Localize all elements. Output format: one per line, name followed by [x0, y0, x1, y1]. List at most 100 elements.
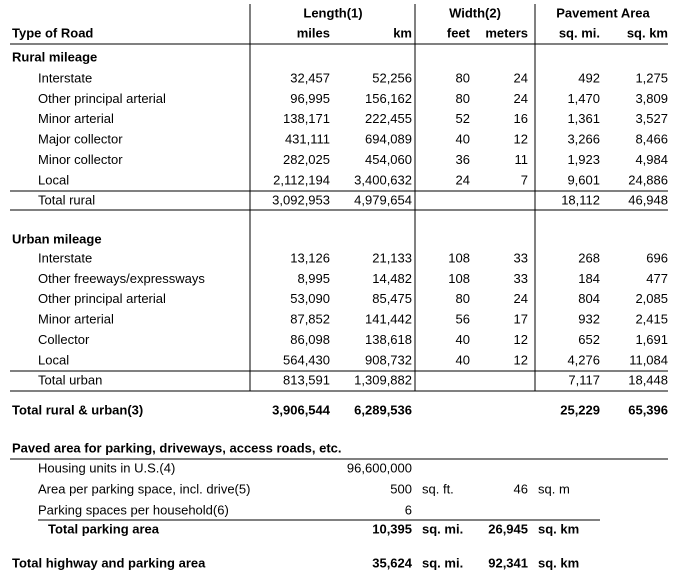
cell: 3,092,953: [272, 192, 330, 207]
cell: 24,886: [628, 172, 668, 187]
cell: 40: [456, 332, 470, 347]
cell: 2,415: [635, 312, 668, 327]
cell: 141,442: [365, 312, 412, 327]
cell: 2,085: [635, 291, 668, 306]
cell: 46: [514, 481, 528, 496]
cell: 9,601: [567, 172, 600, 187]
row-label: Local: [38, 172, 69, 187]
cell: 268: [578, 250, 600, 265]
section-heading: Paved area for parking, driveways, acces…: [12, 440, 342, 455]
cell: 431,111: [285, 132, 330, 147]
cell: 3,266: [567, 132, 600, 147]
unit-header: sq. km: [627, 25, 668, 40]
cell: 813,591: [283, 372, 330, 387]
section-heading: Urban mileage: [12, 231, 102, 246]
cell: 108: [448, 250, 470, 265]
cell: 33: [514, 271, 528, 286]
cell: 24: [514, 91, 528, 106]
unit-header: miles: [297, 25, 330, 40]
cell: 12: [514, 332, 528, 347]
cell: 2,112,194: [273, 172, 330, 187]
cell: 33: [514, 250, 528, 265]
cell: 1,361: [567, 111, 600, 126]
cell: 12: [514, 352, 528, 367]
cell: 932: [578, 312, 600, 327]
row-label: Local: [38, 352, 69, 367]
row-label: Area per parking space, incl. drive(5): [38, 481, 250, 496]
cell: 36: [456, 152, 470, 167]
cell: 80: [456, 91, 470, 106]
cell: 24: [456, 172, 470, 187]
cell: 17: [514, 312, 528, 327]
cell: 56: [456, 312, 470, 327]
cell: 13,126: [290, 250, 330, 265]
cell: 40: [456, 132, 470, 147]
cell: 108: [448, 271, 470, 286]
cell: 804: [578, 291, 600, 306]
group-header: Length(1): [303, 5, 362, 20]
cell: 18,112: [561, 192, 600, 207]
unit: sq. km: [538, 555, 579, 570]
cell: 3,400,632: [354, 172, 412, 187]
cell: 65,396: [628, 402, 668, 417]
unit-header: sq. mi.: [559, 25, 600, 40]
cell: 53,090: [290, 291, 330, 306]
cell: 96,600,000: [347, 460, 412, 475]
cell: 6: [405, 502, 412, 517]
cell: 7: [521, 172, 528, 187]
row-label: Minor arterial: [38, 312, 114, 327]
row-label: Parking spaces per household(6): [38, 502, 229, 517]
unit: sq. m: [538, 481, 570, 496]
cell: 21,133: [372, 250, 412, 265]
cell: 6,289,536: [354, 402, 412, 417]
unit-header: km: [393, 25, 412, 40]
cell: 92,341: [488, 555, 528, 570]
cell: 46,948: [628, 192, 668, 207]
cell: 4,979,654: [354, 192, 412, 207]
section-heading: Rural mileage: [12, 49, 97, 64]
row-label: Minor arterial: [38, 111, 114, 126]
cell: 492: [578, 70, 600, 85]
unit: sq. ft.: [422, 481, 454, 496]
cell: 1,470: [567, 91, 600, 106]
cell: 24: [514, 291, 528, 306]
cell: 14,482: [372, 271, 412, 286]
cell: 694,089: [365, 132, 412, 147]
cell: 3,906,544: [272, 402, 331, 417]
cell: 3,809: [635, 91, 668, 106]
cell: 26,945: [488, 521, 528, 536]
cell: 4,276: [567, 352, 600, 367]
row-label: Total rural: [38, 192, 95, 207]
cell: 96,995: [290, 91, 330, 106]
cell: 138,171: [283, 111, 330, 126]
cell: 1,309,882: [354, 372, 412, 387]
cell: 564,430: [283, 352, 330, 367]
cell: 1,275: [635, 70, 668, 85]
cell: 52,256: [372, 70, 412, 85]
cell: 222,455: [365, 111, 412, 126]
cell: 80: [456, 291, 470, 306]
row-label: Collector: [38, 332, 90, 347]
cell: 3,527: [635, 111, 668, 126]
row-label: Major collector: [38, 132, 123, 147]
unit-header: meters: [485, 25, 528, 40]
cell: 1,691: [635, 332, 668, 347]
cell: 138,618: [365, 332, 412, 347]
cell: 16: [514, 111, 528, 126]
group-header: Pavement Area: [556, 5, 650, 20]
cell: 7,117: [568, 372, 600, 387]
cell: 12: [514, 132, 528, 147]
cell: 32,457: [290, 70, 330, 85]
cell: 18,448: [628, 372, 668, 387]
cell: 184: [578, 271, 600, 286]
unit-header: feet: [447, 25, 471, 40]
cell: 156,162: [365, 91, 412, 106]
cell: 11: [515, 152, 529, 167]
cell: 1,923: [567, 152, 600, 167]
cell: 4,984: [635, 152, 668, 167]
cell: 696: [646, 250, 668, 265]
row-label: Other principal arterial: [38, 91, 166, 106]
cell: 8,466: [635, 132, 668, 147]
cell: 11,084: [629, 352, 668, 367]
